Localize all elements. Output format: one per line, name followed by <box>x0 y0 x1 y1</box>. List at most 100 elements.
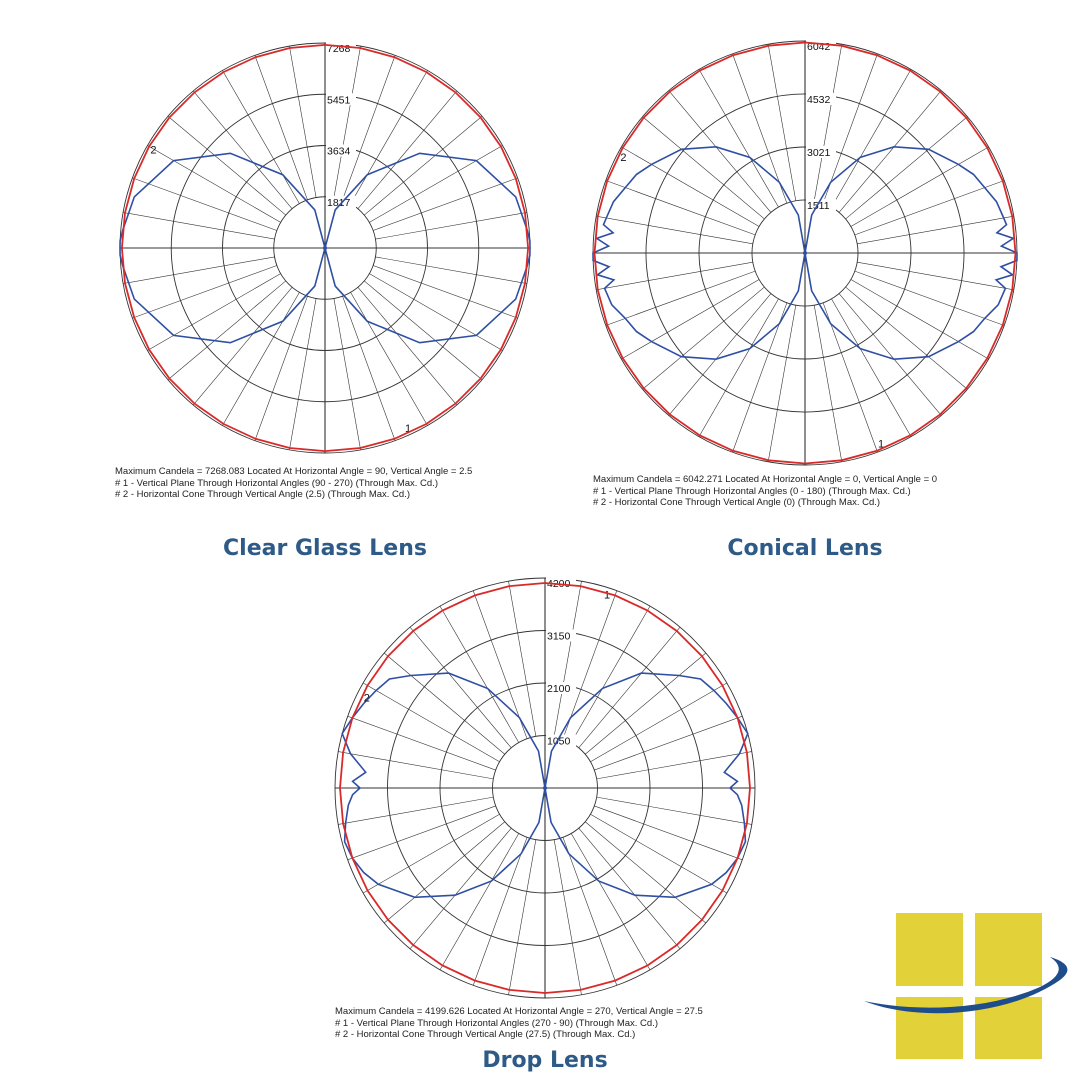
grid-spoke <box>147 145 281 223</box>
grid-spoke <box>333 298 361 450</box>
grid-spoke <box>596 751 752 780</box>
tick-label-bg <box>326 144 356 157</box>
grid-spoke <box>289 298 317 450</box>
grid-spoke <box>369 145 503 223</box>
logo-pane-top-left <box>896 913 963 986</box>
grid-spoke <box>373 177 518 231</box>
caption-line: # 1 - Vertical Plane Through Horizontal … <box>115 477 438 489</box>
tick-label-bg <box>806 146 836 158</box>
grid-spoke <box>562 837 618 986</box>
grid-spoke <box>222 292 300 426</box>
grid-spoke <box>375 212 527 240</box>
grid-spoke <box>585 652 707 755</box>
tick-label-bg <box>326 195 356 208</box>
grid-spoke <box>570 605 651 743</box>
series-label: 1 <box>604 589 610 601</box>
grid-spoke <box>578 828 681 950</box>
grid-spoke <box>850 279 989 360</box>
grid-ring <box>334 577 756 999</box>
grid-spoke <box>605 180 756 236</box>
tick-label: 4532 <box>807 94 831 106</box>
grid-spoke <box>621 279 760 360</box>
logo-pane-top-right <box>975 913 1042 986</box>
grid-ring <box>273 196 377 300</box>
series-label: 2 <box>620 152 626 164</box>
grid-spoke <box>813 44 843 201</box>
grid-spoke <box>192 287 293 406</box>
logo-pane-bottom-left <box>896 997 963 1059</box>
grid-ring <box>492 735 598 841</box>
tick-label-bg <box>546 629 576 642</box>
grid-spoke <box>596 215 753 245</box>
grid-spoke <box>698 69 779 208</box>
grid-spoke <box>857 261 1014 291</box>
grid-spoke <box>831 298 912 437</box>
chart-conical-lens: 1511 3021 4532 6042 1 2 Maximum Candela = 604… <box>592 40 1018 508</box>
grid-spoke <box>338 751 494 780</box>
grid-spoke <box>596 796 752 825</box>
grid-spoke <box>383 821 505 924</box>
grid-spoke <box>350 70 428 204</box>
title-conical-lens: Conical Lens <box>727 536 883 561</box>
grid-ring <box>170 93 480 403</box>
grid-spoke <box>342 296 396 441</box>
grid-spoke <box>289 46 317 198</box>
tick-label-bg <box>546 682 576 694</box>
grid-spoke <box>553 839 582 995</box>
grid-spoke <box>254 55 308 200</box>
logo-swoosh <box>864 957 1068 1014</box>
series-label: 1 <box>405 423 411 435</box>
grid-spoke <box>596 261 753 291</box>
title-drop-lens: Drop Lens <box>482 1048 608 1073</box>
tick-label: 1050 <box>547 736 571 748</box>
caption-line: Maximum Candela = 6042.271 Located At Ho… <box>593 474 938 485</box>
grid-spoke <box>508 581 537 737</box>
grid-spoke <box>373 265 518 319</box>
grid-spoke <box>668 293 772 416</box>
grid-spoke <box>342 55 396 200</box>
chart-clear-glass-lens: 1817 3634 5451 7268 1 2 Maximum Candela = 726… <box>115 42 531 501</box>
series-label: 2 <box>150 144 156 156</box>
series-horizontal-cone <box>339 582 751 994</box>
series-origin-point <box>543 786 547 790</box>
tick-label: 2100 <box>547 683 571 695</box>
grid-spoke <box>369 273 503 351</box>
grid-spoke <box>167 115 286 216</box>
grid-spoke <box>590 682 728 763</box>
grid-spoke <box>570 833 651 971</box>
grid-spoke <box>605 270 756 326</box>
grid-ring <box>439 682 651 894</box>
series-label: 2 <box>364 693 370 705</box>
company-logo <box>864 913 1068 1059</box>
series-label: 1 <box>878 439 884 451</box>
grid-spoke <box>838 90 942 213</box>
grid-ring <box>222 145 428 351</box>
grid-spoke <box>642 286 765 390</box>
grid-spoke <box>383 652 505 755</box>
caption-clear-glass: Maximum Candela = 7268.083 Located At Ho… <box>115 466 472 501</box>
grid-spoke <box>767 305 797 462</box>
grid-spoke <box>364 115 483 216</box>
grid-ring <box>387 630 703 946</box>
grid-spoke <box>347 715 496 771</box>
grid-spoke <box>813 305 843 462</box>
grid-spoke <box>668 90 772 213</box>
caption-drop: Maximum Candela = 4199.626 Located At Ho… <box>335 1006 703 1041</box>
grid-spoke <box>192 90 293 209</box>
series-horizontal-cone <box>593 41 1017 465</box>
caption-line: Maximum Candela = 7268.083 Located At Ho… <box>115 466 473 477</box>
grid-spoke <box>508 839 537 995</box>
caption-line: # 2 - Horizontal Cone Through Vertical A… <box>335 1029 636 1040</box>
grid-spoke <box>364 280 483 381</box>
series-horizontal-cone <box>120 43 530 452</box>
caption-line: # 1 - Vertical Plane Through Horizontal … <box>335 1017 658 1029</box>
grid-spoke <box>123 256 275 284</box>
grid-ring <box>751 199 859 307</box>
grid-spoke <box>845 116 968 220</box>
grid-spoke <box>350 292 428 426</box>
caption-line: Maximum Candela = 4199.626 Located At Ho… <box>335 1006 703 1017</box>
grid-spoke <box>357 90 458 209</box>
grid-spoke <box>362 682 500 763</box>
grid-spoke <box>822 53 878 204</box>
